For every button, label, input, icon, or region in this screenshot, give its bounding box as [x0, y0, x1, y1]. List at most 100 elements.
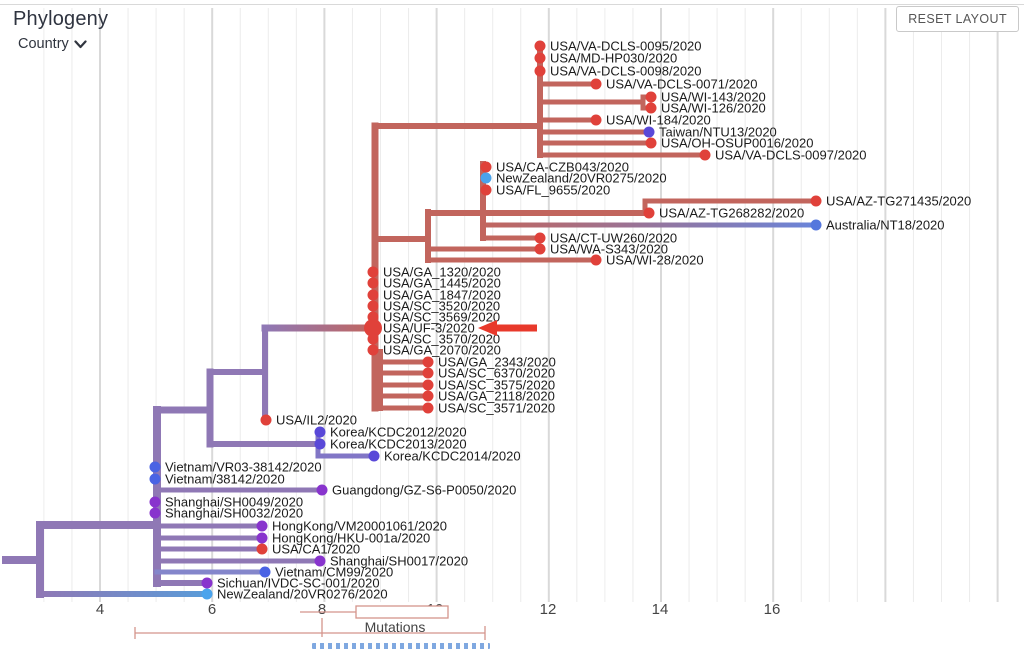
tip-node[interactable] [422, 390, 434, 402]
tip-node[interactable] [256, 543, 268, 555]
tip-label[interactable]: USA/WI-126/2020 [661, 101, 766, 116]
tip-label[interactable]: Vietnam/CM99/2020 [275, 565, 393, 580]
tip-label[interactable]: Vietnam/VR03-38142/2020 [165, 460, 322, 475]
tip-node[interactable] [590, 254, 602, 266]
tip-label[interactable]: USA/SC_3569/2020 [383, 310, 500, 325]
tip-node[interactable] [422, 367, 434, 379]
tip-label[interactable]: USA/SC_3571/2020 [438, 401, 555, 416]
tip-label[interactable]: USA/SC_3575/2020 [438, 378, 555, 393]
tip-node[interactable] [422, 402, 434, 414]
tip-node[interactable] [422, 356, 434, 368]
tip-node[interactable] [259, 566, 271, 578]
tip-label[interactable]: Sichuan/IVDC-SC-001/2020 [217, 576, 380, 591]
tip-label[interactable]: HongKong/VM20001061/2020 [272, 519, 447, 534]
tip-label[interactable]: USA/GA_1445/2020 [383, 276, 501, 291]
tip-node[interactable] [645, 137, 657, 149]
tip-node[interactable] [590, 114, 602, 126]
tip-node[interactable] [422, 379, 434, 391]
tip-label[interactable]: USA/SC_3520/2020 [383, 299, 500, 314]
tip-node[interactable] [643, 207, 655, 219]
tip-label[interactable]: USA/MD-HP030/2020 [550, 51, 677, 66]
tip-node[interactable] [201, 588, 213, 600]
tip-node[interactable] [256, 520, 268, 532]
tip-label[interactable]: Korea/KCDC2013/2020 [330, 437, 467, 452]
tip-node[interactable] [534, 40, 546, 52]
tip-node[interactable] [645, 91, 657, 103]
tip-label[interactable]: USA/SC_3570/2020 [383, 332, 500, 347]
tip-label[interactable]: Shanghai/SH0017/2020 [330, 554, 468, 569]
tip-node[interactable] [314, 555, 326, 567]
tip-node[interactable] [260, 414, 272, 426]
tip-label[interactable]: USA/VA-DCLS-0098/2020 [550, 64, 702, 79]
tip-label[interactable]: USA/CA-CZB043/2020 [496, 160, 629, 175]
tip-node[interactable] [201, 577, 213, 589]
tip-label[interactable]: USA/FL_9655/2020 [496, 183, 610, 198]
tip-label[interactable]: USA/AZ-TG268282/2020 [659, 206, 804, 221]
tip-label[interactable]: Guangdong/GZ-S6-P0050/2020 [332, 483, 516, 498]
tip-node[interactable] [480, 172, 492, 184]
tip-node[interactable] [149, 473, 161, 485]
tip-node[interactable] [149, 507, 161, 519]
tip-node[interactable] [367, 266, 379, 278]
tip-node[interactable] [480, 184, 492, 196]
tip-label[interactable]: USA/CT-UW260/2020 [550, 231, 677, 246]
tip-node[interactable] [645, 102, 657, 114]
axis-tick-label: 14 [652, 601, 669, 618]
tip-node[interactable] [643, 126, 655, 138]
tip-label[interactable]: USA/IL2/2020 [276, 413, 357, 428]
tip-node[interactable] [810, 195, 822, 207]
tip-label[interactable]: USA/WI-28/2020 [606, 253, 704, 268]
tip-node[interactable] [256, 532, 268, 544]
tip-label[interactable]: USA/SC_6370/2020 [438, 366, 555, 381]
tip-label[interactable]: USA/WI-184/2020 [606, 113, 711, 128]
tip-label[interactable]: USA/CA1/2020 [272, 542, 360, 557]
tip-label[interactable]: USA/GA_1320/2020 [383, 265, 501, 280]
tip-label[interactable]: USA/WI-143/2020 [661, 90, 766, 105]
tip-node[interactable] [314, 426, 326, 438]
reset-layout-button[interactable]: RESET LAYOUT [896, 6, 1019, 32]
tip-label[interactable]: USA/OH-OSUP0016/2020 [661, 136, 813, 151]
tip-node[interactable] [367, 277, 379, 289]
tip-node[interactable] [534, 65, 546, 77]
tip-node[interactable] [534, 52, 546, 64]
tip-label[interactable]: Korea/KCDC2012/2020 [330, 425, 467, 440]
tip-label[interactable]: USA/VA-DCLS-0095/2020 [550, 39, 702, 54]
tip-label[interactable]: USA/VA-DCLS-0071/2020 [606, 77, 758, 92]
tip-label[interactable]: USA/UF-3/2020 [383, 321, 475, 336]
tip-node[interactable] [367, 300, 379, 312]
tip-node[interactable] [368, 450, 380, 462]
tip-label[interactable]: USA/GA_1847/2020 [383, 288, 501, 303]
tip-node[interactable] [367, 333, 379, 345]
tip-label[interactable]: Taiwan/NTU13/2020 [659, 125, 777, 140]
tip-node[interactable] [810, 219, 822, 231]
tip-label[interactable]: USA/GA_2343/2020 [438, 355, 556, 370]
tip-node[interactable] [699, 149, 711, 161]
tip-node[interactable] [149, 461, 161, 473]
tip-label[interactable]: USA/GA_2118/2020 [438, 389, 555, 404]
tip-label[interactable]: Australia/NT18/2020 [826, 218, 945, 233]
tip-node[interactable] [480, 161, 492, 173]
tip-node[interactable] [367, 289, 379, 301]
tip-label[interactable]: Shanghai/SH0032/2020 [165, 506, 303, 521]
tip-node[interactable] [149, 496, 161, 508]
color-by-dropdown[interactable]: Country [18, 36, 87, 52]
tip-node[interactable] [316, 484, 328, 496]
tip-label[interactable]: Shanghai/SH0049/2020 [165, 495, 303, 510]
tip-node[interactable] [534, 232, 546, 244]
tip-node[interactable] [367, 344, 379, 356]
tip-label[interactable]: USA/GA_2070/2020 [383, 343, 501, 358]
tip-label[interactable]: NewZealand/20VR0275/2020 [496, 171, 667, 186]
tip-label[interactable]: USA/WA-S343/2020 [550, 242, 668, 257]
tip-label[interactable]: USA/VA-DCLS-0097/2020 [715, 148, 867, 163]
axis-brush-handle[interactable] [355, 605, 449, 619]
tip-label[interactable]: HongKong/HKU-001a/2020 [272, 531, 430, 546]
tip-node[interactable] [534, 243, 546, 255]
tip-node[interactable] [590, 78, 602, 90]
tip-label[interactable]: Vietnam/38142/2020 [165, 472, 285, 487]
tip-node-selected[interactable] [364, 319, 382, 337]
tip-label[interactable]: Korea/KCDC2014/2020 [384, 449, 521, 464]
tip-label[interactable]: USA/AZ-TG271435/2020 [826, 194, 971, 209]
tip-node[interactable] [314, 438, 326, 450]
tip-label[interactable]: NewZealand/20VR0276/2020 [217, 587, 388, 602]
